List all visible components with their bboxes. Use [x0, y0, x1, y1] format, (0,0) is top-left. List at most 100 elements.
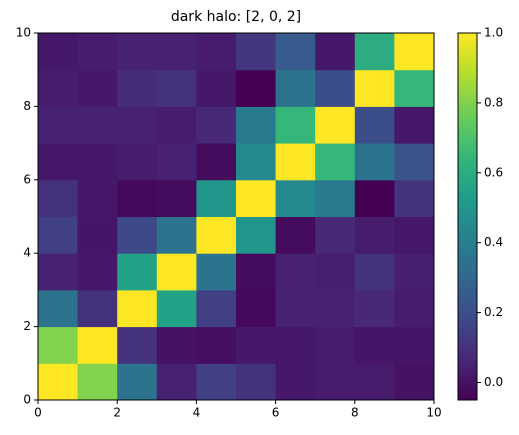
- heatmap-cell: [156, 69, 197, 107]
- heatmap-cell: [354, 143, 395, 181]
- heatmap-cell: [394, 69, 435, 107]
- heatmap-cell: [38, 253, 79, 291]
- heatmap-cell: [315, 33, 356, 71]
- heatmap-cell: [394, 216, 435, 254]
- heatmap-cell: [354, 289, 395, 328]
- heatmap-cell: [156, 363, 197, 401]
- y-tick-label: 8: [23, 99, 31, 113]
- heatmap-cell: [196, 69, 237, 107]
- heatmap-cell: [196, 253, 237, 291]
- heatmap-cell: [315, 216, 356, 254]
- x-tick-label: 2: [113, 406, 121, 420]
- heatmap-cell: [196, 289, 237, 328]
- heatmap-cell: [77, 33, 118, 71]
- x-tick-label: 0: [34, 406, 42, 420]
- heatmap-cell: [236, 216, 277, 254]
- heatmap-cell: [196, 326, 237, 364]
- heatmap-cell: [275, 69, 316, 107]
- y-tick-label: 6: [23, 172, 31, 186]
- colorbar-tick-label: 0.0: [484, 375, 503, 389]
- heatmap-cell: [315, 179, 356, 217]
- heatmap-cell: [275, 179, 316, 217]
- heatmap-cell: [156, 326, 197, 364]
- heatmap-cell: [315, 289, 356, 328]
- heatmap-cell: [354, 216, 395, 254]
- x-tick-label: 4: [193, 406, 201, 420]
- colorbar-tick-label: 0.2: [484, 305, 503, 319]
- x-tick-label: 6: [272, 406, 280, 420]
- heatmap-cell: [38, 326, 79, 364]
- heatmap-cell: [315, 363, 356, 401]
- heatmap-cell: [394, 253, 435, 291]
- heatmap-cell: [315, 69, 356, 107]
- heatmap-cell: [275, 106, 316, 144]
- y-tick-label: 0: [23, 393, 31, 407]
- colorbar-tick-label: 0.6: [484, 165, 503, 179]
- heatmap-cell: [156, 253, 197, 291]
- heatmap-cell: [196, 216, 237, 254]
- heatmap-cell: [77, 69, 118, 107]
- heatmap-cell: [394, 326, 435, 364]
- heatmap-cell: [275, 33, 316, 71]
- heatmap-cell: [315, 106, 356, 144]
- heatmap-cell: [77, 289, 118, 328]
- heatmap-cell: [77, 326, 118, 364]
- heatmap-cell: [117, 326, 158, 364]
- heatmap-cell: [236, 326, 277, 364]
- heatmap-cell: [236, 179, 277, 217]
- heatmap-cell: [156, 33, 197, 71]
- heatmap-cell: [156, 289, 197, 328]
- heatmap-cell: [236, 363, 277, 401]
- heatmap-cell: [275, 253, 316, 291]
- heatmap-cell: [275, 326, 316, 364]
- heatmap-cell: [315, 326, 356, 364]
- heatmap-cell: [117, 253, 158, 291]
- heatmap-cell: [38, 143, 79, 181]
- heatmap-cell: [156, 216, 197, 254]
- heatmap-cell: [156, 106, 197, 144]
- y-tick-label: 4: [23, 246, 31, 260]
- heatmap-cell: [354, 33, 395, 71]
- heatmap-cell: [315, 143, 356, 181]
- heatmap-cell: [394, 143, 435, 181]
- heatmap-cell: [117, 289, 158, 328]
- heatmap-cell: [236, 289, 277, 328]
- heatmap-cell: [38, 216, 79, 254]
- heatmap-cell: [117, 179, 158, 217]
- heatmap-cell: [394, 33, 435, 71]
- heatmap-cell: [275, 363, 316, 401]
- heatmap-cell: [117, 216, 158, 254]
- heatmap-cell: [196, 143, 237, 181]
- heatmap-cell: [156, 179, 197, 217]
- heatmap-cell: [77, 143, 118, 181]
- heatmap-cell: [394, 179, 435, 217]
- heatmap-cell: [196, 106, 237, 144]
- heatmap-cell: [38, 106, 79, 144]
- heatmap-cell: [196, 33, 237, 71]
- heatmap-cell: [394, 289, 435, 328]
- heatmap-cell: [38, 69, 79, 107]
- x-tick-label: 10: [426, 406, 441, 420]
- heatmap-cell: [117, 33, 158, 71]
- heatmap-cell: [275, 289, 316, 328]
- heatmap-cell: [236, 106, 277, 144]
- heatmap-cell: [236, 143, 277, 181]
- heatmap-cell: [236, 33, 277, 71]
- colorbar: [457, 32, 478, 401]
- heatmap-cell: [196, 179, 237, 217]
- heatmap-cell: [315, 253, 356, 291]
- colorbar-tick-label: 0.8: [484, 95, 503, 109]
- heatmap-cell: [38, 363, 79, 401]
- heatmap-cell: [117, 143, 158, 181]
- colorbar-tick-label: 0.4: [484, 235, 503, 249]
- heatmap-cell: [77, 216, 118, 254]
- heatmap-cell: [38, 179, 79, 217]
- colorbar-tick-label: 1.0: [484, 26, 503, 40]
- heatmap-cell: [196, 363, 237, 401]
- heatmap-cell: [77, 253, 118, 291]
- heatmap-cell: [38, 33, 79, 71]
- heatmap-cell: [354, 363, 395, 401]
- heatmap-cell: [354, 69, 395, 107]
- heatmap-cell: [275, 143, 316, 181]
